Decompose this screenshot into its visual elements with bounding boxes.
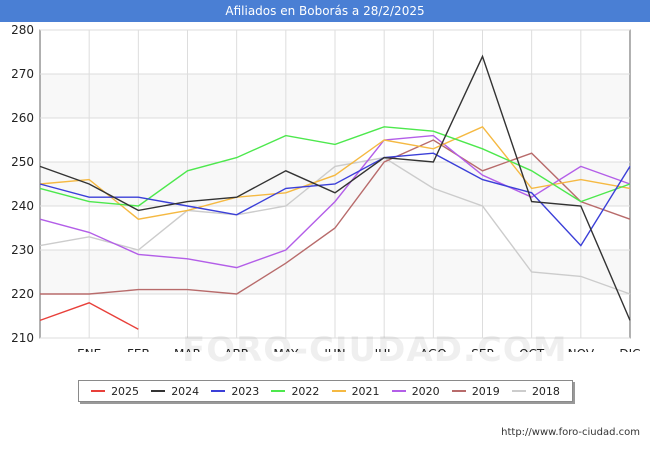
y-tick-label: 270 (11, 67, 34, 81)
x-tick-label: JUN (323, 347, 345, 352)
legend-label: 2018 (531, 384, 560, 398)
y-tick-label: 210 (11, 331, 34, 345)
y-tick-label: 250 (11, 155, 34, 169)
x-tick-label: NOV (568, 347, 595, 352)
x-tick-label: MAY (273, 347, 299, 352)
watermark: FORO-CIUDAD.COM (182, 330, 568, 370)
x-tick-label: AGO (420, 347, 447, 352)
legend-item-2018: 2018 (511, 384, 560, 398)
legend-label: 2024 (171, 384, 200, 398)
legend-item-2020: 2020 (391, 384, 440, 398)
chart-title: Afiliados en Boborás a 28/2/2025 (0, 0, 650, 22)
legend-item-2022: 2022 (271, 385, 319, 398)
y-tick-label: 240 (11, 199, 34, 213)
x-tick-label: MAR (174, 347, 201, 352)
x-tick-label: DIC (619, 347, 640, 352)
x-tick-label: OCT (519, 347, 545, 352)
legend-label: 2021 (351, 384, 380, 398)
legend-label: 2020 (411, 384, 440, 398)
legend-swatch (271, 390, 286, 392)
series-line-2021 (39, 125, 631, 220)
x-tick-label: SEP (471, 347, 493, 352)
series-line-2020 (39, 134, 631, 269)
series-line-2024 (39, 54, 631, 321)
legend: 2025 2024 2023 2022 2021 2020 2019 2018 (78, 380, 573, 402)
y-tick-label: 220 (11, 287, 34, 301)
x-tick-label: ENE (77, 347, 101, 352)
y-tick-label: 280 (11, 23, 34, 37)
legend-label: 2019 (471, 384, 500, 398)
legend-swatch (451, 390, 466, 392)
legend-swatch (91, 390, 106, 392)
legend-swatch (211, 390, 226, 392)
series-line-2025 (39, 302, 139, 330)
y-tick-label: 260 (11, 111, 34, 125)
legend-label: 2023 (231, 384, 260, 398)
line-chart: 210 220 230 240 250 260 270 280 ENE FEB MAR ABR MAY… (11, 23, 640, 352)
x-tick-label: JUL (374, 347, 394, 352)
legend-label: 2025 (111, 384, 140, 398)
legend-swatch (151, 390, 166, 392)
x-tick-label: ABR (224, 347, 249, 352)
series-line-2019 (40, 139, 631, 295)
legend-label: 2022 (291, 384, 320, 398)
legend-item-2025: 2025 (91, 385, 139, 398)
legend-swatch (391, 390, 406, 392)
legend-swatch (331, 390, 346, 392)
source-link[interactable]: http://www.foro-ciudad.com (501, 427, 640, 438)
legend-item-2024: 2024 (151, 385, 199, 398)
series-line-2018 (39, 156, 631, 295)
legend-item-2019: 2019 (451, 384, 500, 398)
legend-item-2023: 2023 (211, 385, 259, 398)
x-tick-label: FEB (127, 347, 150, 352)
series-line-2023 (39, 152, 631, 247)
legend-swatch (511, 390, 526, 392)
series-line-2022 (39, 126, 631, 207)
legend-item-2021: 2021 (331, 384, 380, 398)
y-tick-label: 230 (11, 243, 34, 257)
